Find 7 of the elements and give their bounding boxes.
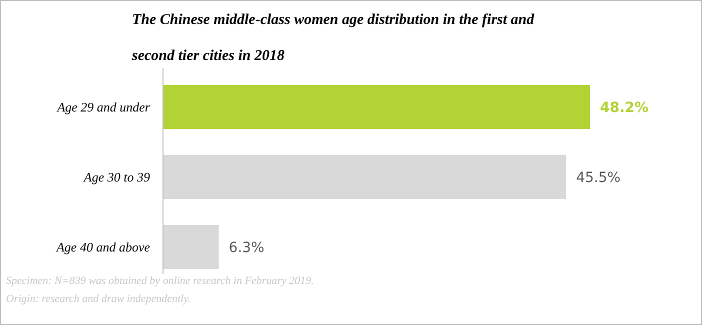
y-tick-label: Age 40 and above [55,240,150,255]
data-label: 6.3% [228,240,264,256]
data-label: 45.5% [576,170,621,186]
data-label: 48.2% [600,100,649,116]
y-tick-label: Age 30 to 39 [82,170,150,185]
chart-title: The Chinese middle-class women age distribution in the first and second tier cities in 2018 [132,12,534,64]
y-tick-label: Age 29 and under [56,100,151,115]
